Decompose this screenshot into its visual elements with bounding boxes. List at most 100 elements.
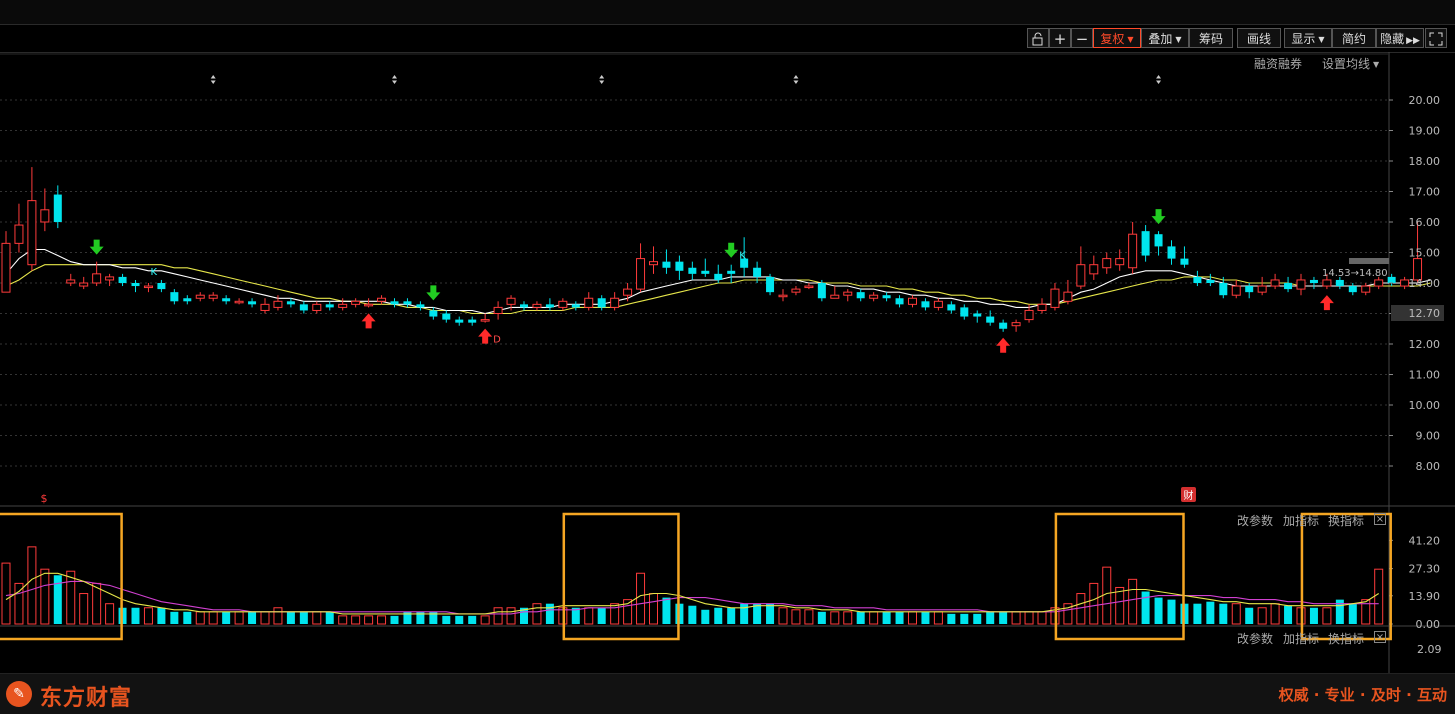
candle-body [157, 283, 166, 290]
candle-body [973, 313, 982, 317]
volume-bar [753, 603, 762, 624]
chart-area[interactable]: DKK 20.0019.0018.0017.0016.0015.0014.001… [0, 52, 1455, 673]
candle-body [649, 261, 658, 266]
logo-icon: ✎ [6, 681, 32, 707]
sell-arrow-icon [89, 239, 104, 255]
overlay-labels: 12.70 14.53→14.80 财 $ [41, 258, 1444, 505]
price-tick-label: 11.00 [1409, 369, 1441, 382]
chip-button[interactable]: 筹码 [1189, 28, 1233, 48]
price-tick-label: 15.00 [1409, 247, 1441, 260]
candle-body [791, 288, 801, 293]
dividend-icon [210, 75, 216, 84]
volume-bar [1245, 607, 1254, 624]
edit-params-link[interactable]: 改参数 [1237, 514, 1274, 528]
candle-body [143, 285, 153, 289]
volume-bar [766, 603, 775, 624]
candle-body [610, 297, 620, 308]
volume-bar [429, 611, 438, 624]
candle-body [766, 276, 775, 293]
candle-body [830, 294, 840, 299]
candle-body [1167, 246, 1176, 259]
edit-params-link-2[interactable]: 改参数 [1237, 632, 1274, 646]
candle-body [1063, 291, 1073, 302]
candle-body [1206, 279, 1215, 283]
candle-body [584, 297, 594, 308]
candle-body [1076, 264, 1086, 287]
price-tick-label: 18.00 [1409, 155, 1441, 168]
volume-tick-label: 13.90 [1409, 590, 1441, 603]
volume-bar [791, 609, 801, 625]
volume-bar [143, 607, 153, 625]
set-ma-link[interactable]: 设置均线 ▼ [1322, 55, 1379, 72]
highlight-boxes [0, 512, 1392, 641]
dividend-icon [1156, 75, 1162, 84]
candle-body [1037, 303, 1047, 311]
volume-bar [778, 607, 788, 625]
dollar-badge[interactable]: $ [41, 492, 48, 505]
candle-body [1115, 258, 1125, 266]
margin-trading-link[interactable]: 融资融券 [1254, 57, 1303, 71]
chevron-down-icon: ▼ [1175, 34, 1182, 44]
candle-body [273, 300, 283, 308]
candle-body [506, 297, 516, 305]
volume-tick-label: 27.30 [1409, 563, 1441, 576]
overlay-dropdown[interactable]: 叠加 ▼ [1141, 28, 1189, 48]
volume-bar [1063, 603, 1073, 625]
candle-body [222, 298, 231, 302]
volume-bar [714, 607, 723, 624]
signal-label: D [493, 335, 501, 346]
candle-body [260, 303, 270, 311]
candle-body [442, 313, 451, 320]
volume-bar [157, 607, 166, 624]
volume-bar [390, 615, 399, 624]
volume-ma1-line [5, 572, 1379, 615]
close-icon[interactable]: × [1374, 631, 1386, 643]
fuquan-label: 复权 [1100, 32, 1125, 46]
volume-bar [1193, 603, 1202, 624]
hide-button[interactable]: 隐藏 ▶▶ [1376, 28, 1424, 48]
volume-bar [1128, 578, 1138, 625]
volume-bar [442, 615, 451, 624]
finance-badge[interactable] [1181, 487, 1196, 502]
candle-body [170, 292, 179, 302]
candle-body [183, 298, 192, 302]
volume-bar [921, 611, 930, 624]
price-tick-label: 17.00 [1409, 186, 1441, 199]
switch-indicator-link-2[interactable]: 换指标 [1328, 632, 1365, 646]
fuquan-dropdown[interactable]: 复权 ▼ [1093, 28, 1141, 48]
candle-body [1128, 233, 1138, 269]
volume-bar [1361, 599, 1371, 625]
candle-body [545, 304, 554, 308]
volume-bar [986, 611, 995, 624]
fullscreen-icon[interactable] [1425, 28, 1447, 48]
volume-bar [545, 603, 554, 624]
candle-body [986, 316, 995, 323]
volume-bar [701, 609, 710, 624]
volume-bar [882, 611, 891, 624]
add-indicator-link-2[interactable]: 加指标 [1283, 632, 1320, 646]
switch-indicator-link[interactable]: 换指标 [1328, 514, 1365, 528]
volume-bar [170, 611, 179, 624]
candle-body [92, 273, 102, 284]
volume-bar [804, 609, 814, 625]
close-icon[interactable]: × [1374, 513, 1386, 525]
volume-bar [1037, 611, 1047, 625]
plus-icon[interactable]: + [1049, 28, 1071, 48]
price-tick-label: 16.00 [1409, 216, 1441, 229]
grid-lines [0, 52, 1455, 673]
volume-bar [40, 568, 50, 625]
draw-line-button[interactable]: 画线 [1237, 28, 1281, 48]
candle-body [195, 294, 205, 299]
display-dropdown[interactable]: 显示 ▼ [1284, 28, 1332, 48]
lock-icon[interactable] [1027, 28, 1049, 48]
dividend-icon [392, 75, 397, 84]
candle-body [429, 310, 438, 317]
candle-body [740, 258, 749, 268]
volume-bar [830, 611, 840, 625]
buy-arrow-icon [996, 337, 1011, 353]
add-indicator-link[interactable]: 加指标 [1283, 514, 1320, 528]
current-price-label: 12.70 [1409, 307, 1441, 320]
minus-icon[interactable]: − [1071, 28, 1093, 48]
candle-body [778, 294, 788, 298]
simple-button[interactable]: 简约 [1332, 28, 1376, 48]
